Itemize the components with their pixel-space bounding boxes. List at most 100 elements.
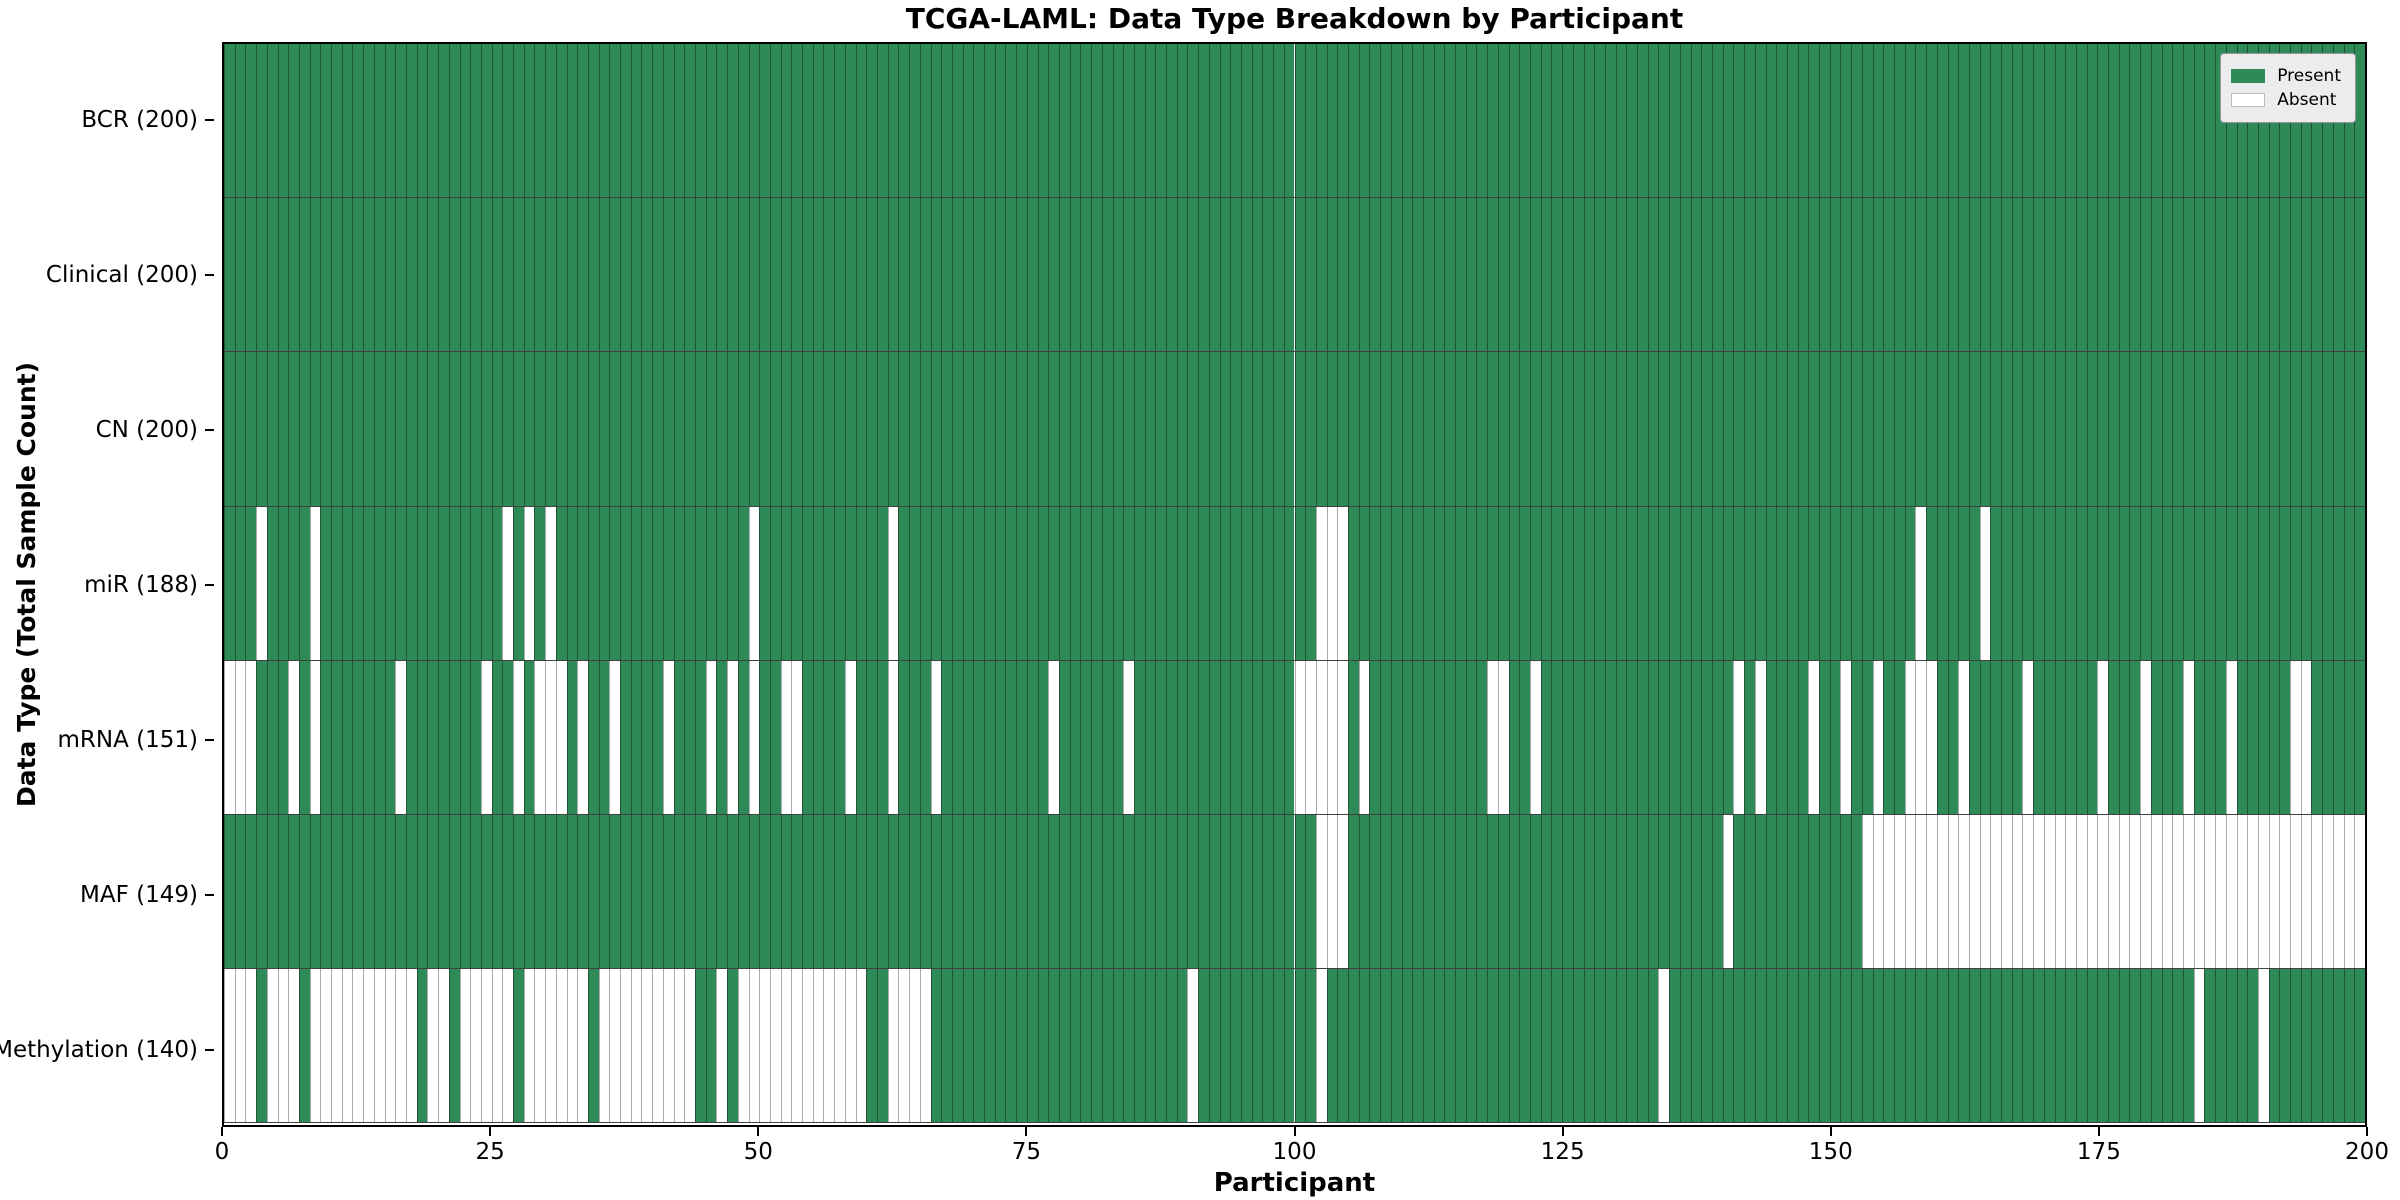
matrix-cell xyxy=(470,506,481,660)
matrix-row-mir xyxy=(224,506,2365,661)
matrix-cell xyxy=(2097,969,2109,1123)
matrix-cell xyxy=(1786,198,1798,352)
matrix-cell xyxy=(2225,660,2237,814)
matrix-cell xyxy=(341,969,353,1123)
matrix-cell xyxy=(1294,814,1306,969)
matrix-cell xyxy=(2001,44,2012,198)
matrix-cell xyxy=(1208,506,1220,660)
matrix-cell xyxy=(1476,352,1488,506)
matrix-cell xyxy=(1283,198,1295,352)
matrix-cell xyxy=(716,44,728,198)
matrix-cell xyxy=(1947,198,1959,352)
matrix-cell xyxy=(2140,352,2151,506)
matrix-cell xyxy=(1819,506,1830,660)
matrix-cell xyxy=(566,660,578,814)
matrix-cell xyxy=(919,969,931,1123)
matrix-cell xyxy=(780,814,792,969)
matrix-cell xyxy=(2129,352,2141,506)
matrix-cell xyxy=(1711,352,1723,506)
matrix-cell xyxy=(545,969,556,1123)
matrix-cell xyxy=(352,44,364,198)
matrix-cell xyxy=(1166,814,1177,969)
matrix-cell xyxy=(427,814,439,969)
matrix-cell xyxy=(1133,352,1145,506)
matrix-cell xyxy=(309,814,321,969)
matrix-cell xyxy=(1155,969,1167,1123)
matrix-cell xyxy=(620,198,631,352)
x-tick-label: 75 xyxy=(1011,1139,1042,1165)
matrix-cell xyxy=(1604,352,1616,506)
matrix-cell xyxy=(427,44,439,198)
matrix-cell xyxy=(1315,44,1327,198)
matrix-row-maf xyxy=(224,814,2365,970)
matrix-cell xyxy=(438,506,449,660)
matrix-cell xyxy=(1251,44,1263,198)
matrix-cell xyxy=(2065,352,2076,506)
matrix-cell xyxy=(1776,814,1787,969)
matrix-cell xyxy=(331,352,342,506)
matrix-cell xyxy=(1883,969,1894,1123)
matrix-cell xyxy=(1733,506,1745,660)
matrix-cell xyxy=(1058,352,1070,506)
matrix-cell xyxy=(1497,44,1509,198)
matrix-cell xyxy=(1251,814,1263,969)
matrix-cell xyxy=(2332,352,2344,506)
matrix-cell xyxy=(2011,969,2023,1123)
matrix-cell xyxy=(2054,660,2066,814)
matrix-cell xyxy=(1208,660,1220,814)
matrix-cell xyxy=(652,814,663,969)
matrix-cell xyxy=(1390,814,1402,969)
matrix-cell xyxy=(1037,506,1049,660)
matrix-cell xyxy=(930,198,942,352)
matrix-cell xyxy=(1572,44,1584,198)
matrix-cell xyxy=(2225,198,2237,352)
matrix-cell xyxy=(705,506,717,660)
matrix-cell xyxy=(2140,814,2151,969)
matrix-cell xyxy=(673,506,685,660)
matrix-cell xyxy=(2150,814,2162,969)
matrix-cell xyxy=(1530,969,1541,1123)
x-tick-label: 150 xyxy=(1808,1139,1853,1165)
matrix-cell xyxy=(2118,814,2130,969)
matrix-cell xyxy=(2054,198,2066,352)
matrix-cell xyxy=(331,969,342,1123)
matrix-cell xyxy=(1722,969,1734,1123)
matrix-cell xyxy=(909,506,920,660)
matrix-cell xyxy=(2161,969,2173,1123)
matrix-cell xyxy=(1133,660,1145,814)
matrix-cell xyxy=(245,352,257,506)
matrix-cell xyxy=(513,352,524,506)
matrix-cell xyxy=(705,969,717,1123)
y-tick-mark xyxy=(205,118,214,121)
matrix-cell xyxy=(1123,969,1134,1123)
chart-title: TCGA-LAML: Data Type Breakdown by Partic… xyxy=(905,2,1684,35)
matrix-cell xyxy=(1562,814,1573,969)
matrix-cell xyxy=(2108,44,2119,198)
matrix-cell xyxy=(823,660,835,814)
matrix-cell xyxy=(866,506,877,660)
matrix-cell xyxy=(812,198,824,352)
matrix-cell xyxy=(1669,814,1680,969)
matrix-cell xyxy=(1187,352,1199,506)
matrix-cell xyxy=(2343,198,2355,352)
matrix-cell xyxy=(288,352,299,506)
matrix-cell xyxy=(2118,660,2130,814)
matrix-cell xyxy=(480,660,492,814)
matrix-cell xyxy=(523,352,535,506)
matrix-cell xyxy=(234,198,246,352)
matrix-cell xyxy=(1926,814,1937,969)
matrix-cell xyxy=(2236,506,2248,660)
matrix-cell xyxy=(1979,198,1991,352)
matrix-cell xyxy=(1230,969,1241,1123)
matrix-cell xyxy=(598,814,610,969)
matrix-cell xyxy=(256,814,267,969)
matrix-cell xyxy=(566,352,578,506)
matrix-cell xyxy=(1540,352,1552,506)
matrix-cell xyxy=(1744,969,1755,1123)
matrix-cell xyxy=(2236,660,2248,814)
matrix-cell xyxy=(1273,198,1284,352)
matrix-cell xyxy=(1401,814,1413,969)
matrix-cell xyxy=(887,198,899,352)
matrix-cell xyxy=(245,506,257,660)
matrix-cell xyxy=(577,352,588,506)
